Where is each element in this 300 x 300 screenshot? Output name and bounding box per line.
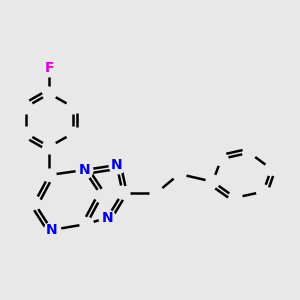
Text: N: N [111,158,122,172]
Text: F: F [45,61,54,75]
Text: N: N [46,223,58,237]
Text: N: N [101,211,113,225]
Text: N: N [79,163,90,177]
